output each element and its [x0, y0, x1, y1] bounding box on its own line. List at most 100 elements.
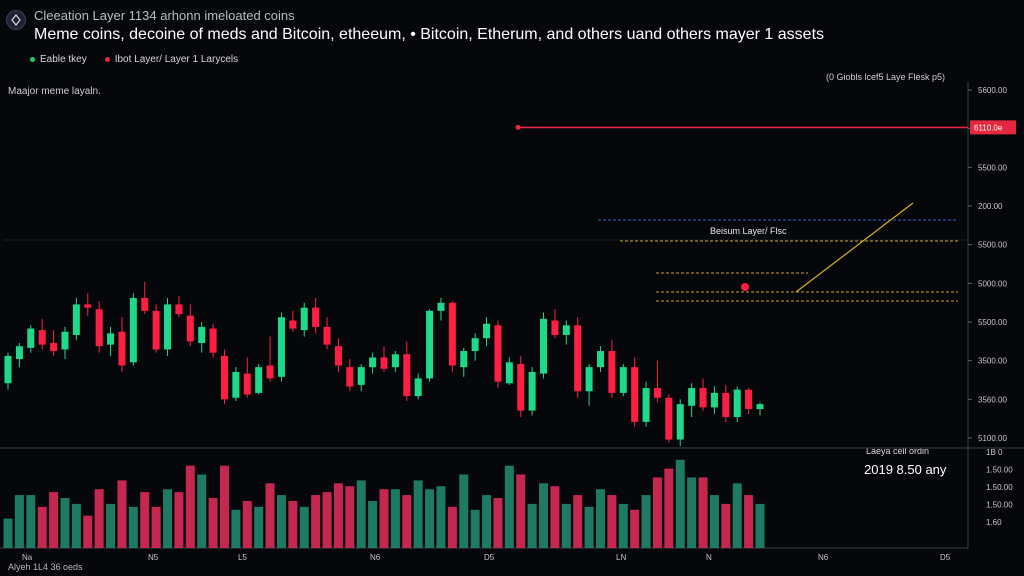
- legend-item[interactable]: Eable tkey: [30, 54, 87, 65]
- x-tick-label: D5: [484, 553, 495, 562]
- candle-body: [426, 310, 434, 379]
- volume-bar: [527, 503, 537, 548]
- volume-bar: [106, 503, 116, 548]
- top-right-label: (0 Giobls lcef5 Laye Flesk p5): [826, 72, 946, 82]
- volume-axis-label: 1.50.00: [986, 466, 1013, 475]
- candle-body: [653, 388, 661, 398]
- candle-body: [699, 388, 707, 408]
- candle-body: [346, 367, 354, 387]
- candle-body: [619, 367, 627, 393]
- candle-body: [745, 389, 753, 409]
- candle-body: [277, 317, 285, 377]
- candle-body: [27, 328, 35, 348]
- volume-bar: [425, 489, 435, 548]
- x-tick-label: Na: [22, 553, 33, 562]
- volume-bar: [345, 486, 355, 548]
- y-tick-label: 5500.00: [978, 241, 1007, 250]
- candle-body: [448, 302, 456, 366]
- candle-body: [61, 331, 69, 350]
- candle-body: [129, 297, 137, 363]
- candle-body: [596, 351, 604, 368]
- candle-body: [15, 346, 23, 360]
- volume-bar: [128, 506, 138, 548]
- y-tick-label: 5100.00: [978, 434, 1007, 443]
- volume-bar: [242, 500, 252, 548]
- y-tick-label: 5500.00: [978, 163, 1007, 172]
- candle-body: [357, 367, 365, 385]
- candle-body: [289, 320, 297, 329]
- volume-bar: [379, 489, 389, 548]
- volume-bar: [436, 486, 446, 548]
- candle-body: [631, 367, 639, 422]
- volume-bar: [732, 483, 742, 548]
- volume-bar: [675, 459, 685, 548]
- volume-bar: [368, 500, 378, 548]
- candle-body: [505, 362, 513, 384]
- volume-bar: [539, 483, 549, 548]
- candle-body: [665, 397, 673, 440]
- y-tick-label: 200.00: [978, 202, 1003, 211]
- volume-bar: [197, 474, 207, 548]
- candle-body: [494, 325, 502, 382]
- volume-bar: [561, 503, 571, 548]
- volume-bar: [71, 503, 81, 548]
- volume-bar: [504, 465, 514, 548]
- volume-bar: [311, 495, 321, 548]
- candle-body: [369, 357, 377, 368]
- candle-body: [733, 389, 741, 418]
- volume-bar: [664, 468, 674, 548]
- x-tick-label: L5: [238, 553, 247, 562]
- candle-body: [50, 343, 58, 352]
- volume-bar: [60, 498, 70, 548]
- volume-bar: [413, 480, 423, 548]
- volume-bar: [573, 495, 583, 548]
- panel-label: Maajor meme layaln.: [8, 86, 101, 97]
- candle-body: [334, 346, 342, 366]
- y-tick-label: 5600.00: [978, 86, 1007, 95]
- volume-bar: [254, 506, 264, 548]
- candle-body: [164, 304, 172, 350]
- candle-body: [460, 351, 468, 368]
- volume-bar: [49, 492, 59, 548]
- volume-bar: [185, 465, 195, 548]
- candle-body: [574, 325, 582, 392]
- volume-bar: [470, 509, 480, 548]
- legend-item[interactable]: Ibot Layer/ Layer 1 Larycels: [104, 54, 238, 65]
- candle-body: [676, 404, 684, 440]
- legend-dot-icon: [30, 57, 35, 62]
- volume-bar: [151, 506, 161, 548]
- volume-bar: [333, 483, 343, 548]
- x-tick-label: N: [706, 553, 712, 562]
- candle-body: [540, 318, 548, 374]
- volume-bar: [709, 495, 719, 548]
- candle-body: [380, 357, 388, 369]
- candle-body: [517, 363, 525, 411]
- candle-body: [255, 367, 263, 393]
- volume-bar: [208, 498, 218, 548]
- footer-label: Alyeh 1L4 36 oeds: [8, 562, 83, 572]
- volume-bar: [584, 506, 594, 548]
- candle-body: [198, 326, 206, 344]
- candle-body: [608, 351, 616, 393]
- volume-bar: [698, 477, 708, 548]
- volume-bar: [37, 506, 47, 548]
- volume-bar: [231, 509, 241, 548]
- volume-bar: [652, 477, 662, 548]
- candle-body: [95, 309, 103, 347]
- trend-line: [795, 202, 914, 293]
- volume-bar: [288, 500, 298, 548]
- volume-bar: [299, 506, 309, 548]
- candle-body: [391, 354, 399, 368]
- x-tick-label: N6: [818, 553, 829, 562]
- volume-bar: [140, 492, 150, 548]
- legend: Eable tkey Ibot Layer/ Layer 1 Larycels: [30, 54, 238, 65]
- candle-body: [232, 371, 240, 398]
- candle-body: [209, 328, 217, 353]
- volume-bar: [163, 489, 173, 548]
- x-tick-label: N5: [148, 553, 159, 562]
- candle-body: [38, 330, 46, 345]
- candle-body: [437, 302, 445, 311]
- price-tag-box: [970, 120, 1016, 135]
- candle-body: [585, 367, 593, 392]
